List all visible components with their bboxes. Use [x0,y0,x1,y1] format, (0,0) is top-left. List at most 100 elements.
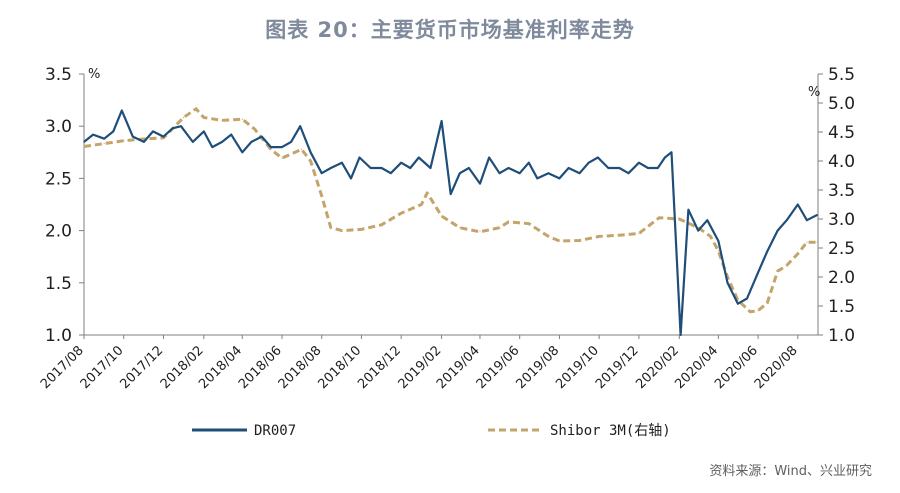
shibor-3m-point [797,253,799,255]
shibor-3m-point [321,195,323,197]
right-tick-label: 3.0 [828,210,855,230]
dr007-point [597,156,599,159]
shibor-3m-point [618,234,621,236]
dr007-point [172,127,174,129]
dr007-point [330,167,332,169]
dr007-point [83,141,85,143]
dr007-point [299,125,301,127]
right-tick-label: 4.5 [828,123,855,143]
dr007-point [390,172,392,174]
dr007-point [310,151,312,153]
shibor-3m-point [806,241,808,243]
dr007-point [441,120,443,122]
dr007-point [757,271,759,273]
shibor-3m-point [270,148,272,150]
dr007-point [687,209,690,211]
right-tick-label: 2.5 [828,239,855,259]
shibor-3m-point [558,240,561,242]
dr007-point [290,141,292,143]
shibor-3m-point [143,138,145,140]
dr007-point [250,141,252,143]
left-axis-unit: % [88,67,100,82]
dr007-point [558,177,561,179]
right-axis-unit: % [808,85,820,100]
shibor-3m-point [709,235,712,237]
dr007-point [479,183,481,185]
dr007-point [92,134,94,136]
dr007-point [786,219,788,221]
x-tick-label: 2017/12 [117,343,166,392]
legend-label-dr007: DR007 [254,423,296,439]
shibor-3m-point [426,192,428,194]
x-tick-label: 2019/04 [434,343,483,392]
x-tick-label: 2017/10 [78,343,127,392]
dr007-point [498,172,501,174]
dr007-point [717,240,720,242]
shibor-3m-point [441,215,443,217]
shibor-3m-point [777,270,779,272]
shibor-3m-point [749,311,751,313]
shibor-3m-point [528,223,530,225]
dr007-point [281,146,283,148]
dr007-point [797,203,799,206]
dr007-point [647,167,649,169]
dr007-point [230,134,232,136]
left-tick-label: 1.5 [45,274,72,294]
dr007-point [459,172,461,174]
shibor-3m-point [103,143,105,145]
chart-title: 图表 20：主要货币市场基准利率走势 [265,18,635,42]
shibor-3m-point [757,310,759,312]
dr007-point [777,230,779,232]
dr007-point [697,230,699,232]
x-tick-label: 2018/06 [236,343,285,392]
dr007-point [468,167,470,169]
dr007-point [429,167,432,169]
dr007-point [627,172,630,174]
dr007-point [409,167,411,169]
dr007-point [568,167,570,169]
shibor-3m-point [123,140,125,142]
dr007-point [203,130,205,132]
shibor-3m-point [310,160,312,162]
dr007-point [358,156,361,159]
shibor-3m-point [717,250,720,252]
dr007-point [579,172,581,174]
left-tick-label: 1.0 [45,326,72,346]
dr007-point [261,136,263,138]
shibor-series-layer [83,107,818,314]
dr007-point [547,172,550,174]
dr007-point [221,141,223,143]
shibor-3m-point [547,235,550,237]
dr007-point [737,303,739,305]
dr007-point [321,172,323,174]
dr007-point [670,151,673,153]
shibor-3m-point [195,108,197,110]
left-tick-label: 2.0 [45,222,72,242]
shibor-3m-point [579,239,581,242]
right-tick-label: 5.5 [828,65,855,85]
dr007-point [270,146,272,148]
source-note: 资料来源：Wind、兴业研究 [709,464,872,479]
dr007-point [766,250,768,253]
shibor-3m-point [300,148,303,150]
dr007-point [143,141,145,143]
shibor-3m-point [598,235,600,237]
shibor-3m-point [678,218,680,220]
shibor-3m-point [816,241,818,243]
shibor-3m-point [786,264,788,266]
shibor-3m-point [638,232,640,235]
shibor-3m-point [360,228,362,230]
left-tick-label: 2.5 [45,169,72,189]
x-tick-label: 2019/12 [593,343,642,392]
x-tick-label: 2019/08 [513,343,562,392]
shibor-3m-point [221,119,223,121]
shibor-3m-point [737,299,739,301]
dr007-point [528,162,530,164]
x-tick-label: 2020/08 [752,343,801,392]
dr007-point [350,177,352,179]
x-tick-label: 2019/10 [553,343,602,392]
dr007-point [680,334,682,336]
dr007-point [618,167,621,169]
shibor-3m-point [459,227,461,229]
